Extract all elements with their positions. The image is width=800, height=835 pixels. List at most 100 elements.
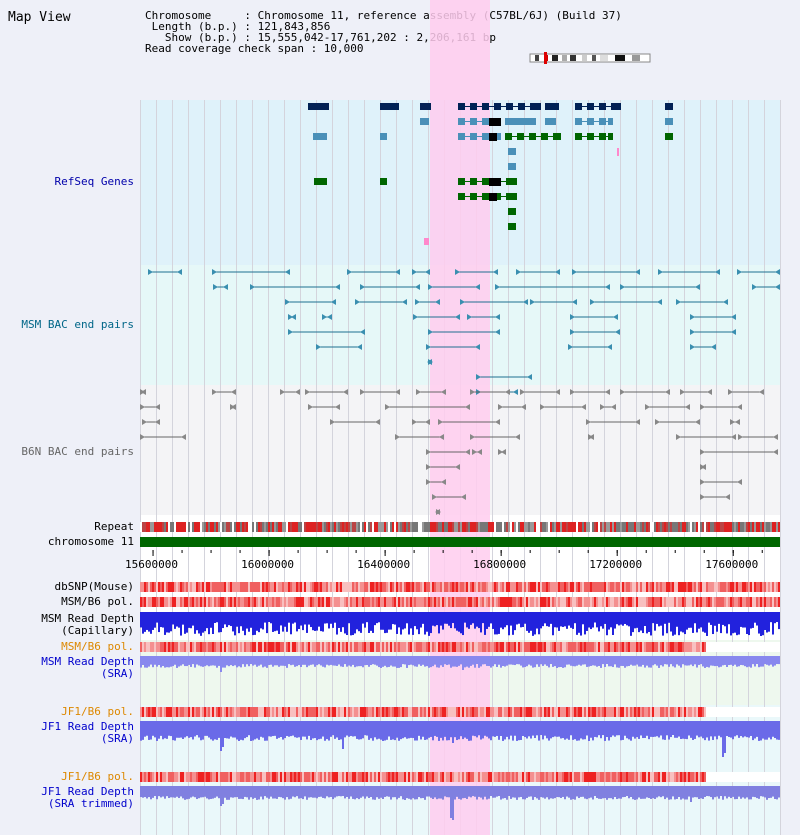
jf1-depth-trim-bar <box>506 786 508 800</box>
repeat-segment <box>446 522 448 532</box>
jf1-depth-sra-bar <box>548 721 550 741</box>
jf1-b6-pol-2-bar <box>526 772 528 782</box>
msm-depth-cap-bar <box>716 612 718 632</box>
msm-b6-pol-bar <box>756 597 758 607</box>
jf1-depth-trim-bar <box>648 786 650 799</box>
refseq-gene-exon <box>599 103 606 110</box>
msm-bac-end <box>676 299 681 305</box>
msm-b6-pol-bar <box>640 597 642 607</box>
msm-b6-pol-2-bar <box>518 642 520 652</box>
msm-depth-cap-bar <box>402 612 404 630</box>
msm-b6-pol-2-bar <box>462 642 464 652</box>
label-refseq-genes[interactable]: RefSeq Genes <box>54 175 134 188</box>
b6n-bac-end <box>335 404 340 410</box>
jf1-depth-trim-bar <box>618 786 620 799</box>
msm-b6-pol-2-bar <box>668 642 670 652</box>
jf1-b6-pol-bar <box>556 707 558 717</box>
label-b6n-bac[interactable]: B6N BAC end pairs <box>21 445 134 458</box>
jf1-depth-sra-bar <box>448 721 450 741</box>
label-msm-bac[interactable]: MSM BAC end pairs <box>21 318 134 331</box>
jf1-b6-pol-2-bar <box>586 772 588 782</box>
jf1-depth-trim-bar <box>574 786 576 800</box>
msm-depth-cap-bar <box>484 612 486 635</box>
dbsnp-bar <box>778 582 780 592</box>
jf1-depth-sra-bar <box>550 721 552 739</box>
msm-depth-sra-bar <box>290 656 292 666</box>
dbsnp-bar <box>566 582 568 592</box>
jf1-b6-pol-2-bar <box>682 772 684 782</box>
msm-depth-sra-bar <box>196 656 198 665</box>
dbsnp-bar <box>760 582 762 592</box>
msm-depth-cap-bar <box>470 612 472 625</box>
jf1-b6-pol-bar <box>734 707 736 717</box>
jf1-depth-trim-bar <box>530 786 532 797</box>
msm-bac-end <box>513 389 518 395</box>
jf1-b6-pol-2-bar <box>742 772 744 782</box>
repeat-segment <box>510 522 512 532</box>
repeat-segment <box>704 522 706 532</box>
msm-depth-sra-bar <box>484 656 486 665</box>
jf1-b6-pol-2-bar <box>334 772 336 782</box>
jf1-depth-sra-bar <box>486 721 488 737</box>
jf1-depth-sra-bar <box>260 721 262 737</box>
b6n-bac-end <box>441 479 446 485</box>
msm-b6-pol-2-bar <box>476 642 478 652</box>
repeat-segment <box>714 522 716 532</box>
jf1-depth-sra-bar <box>694 721 696 739</box>
msm-b6-pol-bar <box>588 597 590 607</box>
msm-depth-cap-bar <box>684 612 686 635</box>
dbsnp-bar <box>500 582 502 592</box>
dbsnp-bar <box>530 582 532 592</box>
jf1-b6-pol-2-bar <box>250 772 252 782</box>
jf1-depth-trim-bar <box>774 786 776 799</box>
jf1-b6-pol-bar <box>492 707 494 717</box>
msm-b6-pol-bar <box>364 597 366 607</box>
msm-b6-pol-bar <box>482 597 484 607</box>
msm-b6-pol-bar <box>752 597 754 607</box>
jf1-depth-sra-bar <box>476 721 478 738</box>
jf1-depth-sra-bar <box>208 721 210 738</box>
msm-b6-pol-2-bar <box>470 642 472 652</box>
dbsnp-bar <box>310 582 312 592</box>
msm-depth-sra-bar <box>706 656 708 667</box>
msm-depth-cap-bar <box>666 612 668 634</box>
jf1-b6-pol-bar <box>162 707 164 717</box>
msm-b6-pol-bar <box>694 597 696 607</box>
jf1-depth-trim-bar <box>696 786 698 798</box>
dbsnp-bar <box>686 582 688 592</box>
repeat-segment <box>390 522 392 532</box>
jf1-b6-pol-2-bar <box>142 772 144 782</box>
dbsnp-bar <box>268 582 270 592</box>
dbsnp-bar <box>570 582 572 592</box>
jf1-depth-trim-bar <box>642 786 644 799</box>
msm-b6-pol-2-bar <box>746 642 748 652</box>
msm-depth-sra-bar <box>244 656 246 667</box>
jf1-b6-pol-bar <box>562 707 564 717</box>
msm-depth-sra-bar <box>184 656 186 667</box>
msm-bac-end <box>605 284 610 290</box>
msm-depth-sra-bar <box>532 656 534 668</box>
msm-b6-pol-bar <box>172 597 174 607</box>
msm-bac-end <box>327 314 332 320</box>
jf1-b6-pol-2-bar <box>528 772 530 782</box>
jf1-b6-pol-2-bar <box>460 772 462 782</box>
jf1-b6-pol-bar <box>470 707 472 717</box>
msm-b6-pol-bar <box>666 597 668 607</box>
dbsnp-bar <box>308 582 310 592</box>
msm-depth-cap-bar <box>176 612 178 627</box>
msm-depth-sra-bar <box>146 656 148 668</box>
msm-b6-pol-2-bar <box>716 642 718 652</box>
jf1-b6-pol-2-bar <box>428 772 430 782</box>
jf1-depth-sra-bar <box>714 721 716 737</box>
jf1-depth-sra-bar <box>604 721 606 741</box>
msm-b6-pol-2-bar <box>638 642 640 652</box>
msm-b6-pol-2-bar <box>744 642 746 652</box>
jf1-depth-sra-bar <box>380 721 382 740</box>
jf1-depth-trim-bar <box>466 786 468 799</box>
jf1-b6-pol-2-bar <box>434 772 436 782</box>
jf1-b6-pol-bar <box>166 707 168 717</box>
dbsnp-bar <box>384 582 386 592</box>
msm-b6-pol-2-bar <box>720 642 722 652</box>
msm-depth-sra-bar <box>418 656 420 665</box>
